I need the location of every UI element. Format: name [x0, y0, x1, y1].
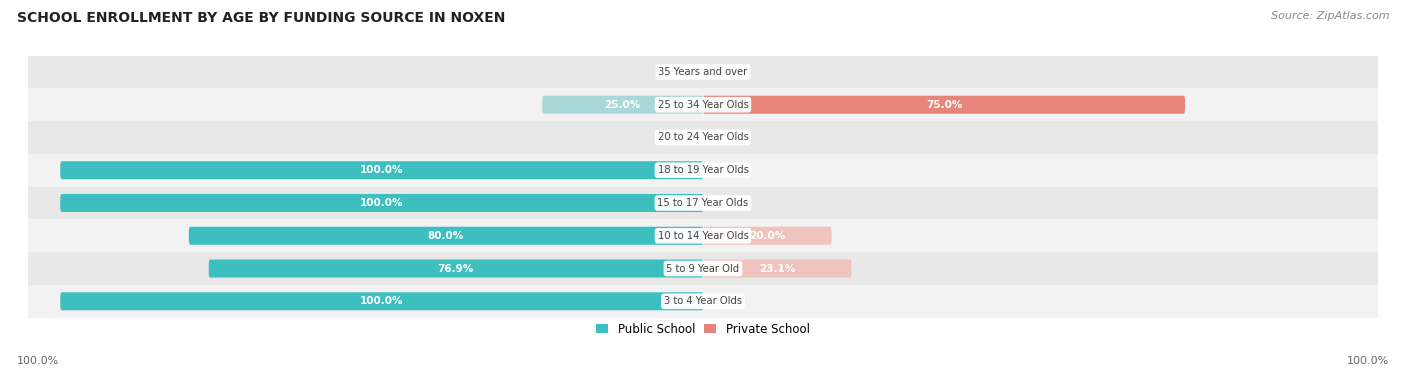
Text: 23.1%: 23.1% [759, 264, 796, 274]
Text: 100.0%: 100.0% [360, 198, 404, 208]
Bar [28, 154, 1378, 187]
Text: 20 to 24 Year Olds: 20 to 24 Year Olds [658, 132, 748, 143]
Text: 76.9%: 76.9% [437, 264, 474, 274]
Text: 10 to 14 Year Olds: 10 to 14 Year Olds [658, 231, 748, 241]
Bar [28, 88, 1378, 121]
Text: 0.0%: 0.0% [716, 198, 742, 208]
FancyBboxPatch shape [60, 194, 703, 212]
FancyBboxPatch shape [703, 96, 1185, 114]
Text: 100.0%: 100.0% [360, 296, 404, 306]
Text: 25 to 34 Year Olds: 25 to 34 Year Olds [658, 100, 748, 110]
Text: 100.0%: 100.0% [360, 165, 404, 175]
Text: 100.0%: 100.0% [1347, 356, 1389, 366]
Bar [28, 55, 1378, 88]
Text: 100.0%: 100.0% [17, 356, 59, 366]
FancyBboxPatch shape [703, 227, 831, 245]
Bar [28, 121, 1378, 154]
Text: 5 to 9 Year Old: 5 to 9 Year Old [666, 264, 740, 274]
FancyBboxPatch shape [188, 227, 703, 245]
Text: 15 to 17 Year Olds: 15 to 17 Year Olds [658, 198, 748, 208]
Bar [28, 252, 1378, 285]
Bar [28, 219, 1378, 252]
Legend: Public School, Private School: Public School, Private School [592, 318, 814, 340]
Text: 0.0%: 0.0% [664, 132, 690, 143]
Text: 3 to 4 Year Olds: 3 to 4 Year Olds [664, 296, 742, 306]
Text: 18 to 19 Year Olds: 18 to 19 Year Olds [658, 165, 748, 175]
Bar [28, 187, 1378, 219]
FancyBboxPatch shape [208, 259, 703, 277]
Text: 20.0%: 20.0% [749, 231, 786, 241]
FancyBboxPatch shape [703, 259, 852, 277]
Text: 25.0%: 25.0% [605, 100, 641, 110]
FancyBboxPatch shape [543, 96, 703, 114]
Text: Source: ZipAtlas.com: Source: ZipAtlas.com [1271, 11, 1389, 21]
FancyBboxPatch shape [60, 292, 703, 310]
Text: 0.0%: 0.0% [716, 296, 742, 306]
Text: 75.0%: 75.0% [925, 100, 962, 110]
Text: SCHOOL ENROLLMENT BY AGE BY FUNDING SOURCE IN NOXEN: SCHOOL ENROLLMENT BY AGE BY FUNDING SOUR… [17, 11, 505, 25]
Bar [28, 285, 1378, 318]
Text: 80.0%: 80.0% [427, 231, 464, 241]
Text: 0.0%: 0.0% [716, 67, 742, 77]
Text: 0.0%: 0.0% [664, 67, 690, 77]
Text: 35 Years and over: 35 Years and over [658, 67, 748, 77]
FancyBboxPatch shape [60, 161, 703, 179]
Text: 0.0%: 0.0% [716, 132, 742, 143]
Text: 0.0%: 0.0% [716, 165, 742, 175]
